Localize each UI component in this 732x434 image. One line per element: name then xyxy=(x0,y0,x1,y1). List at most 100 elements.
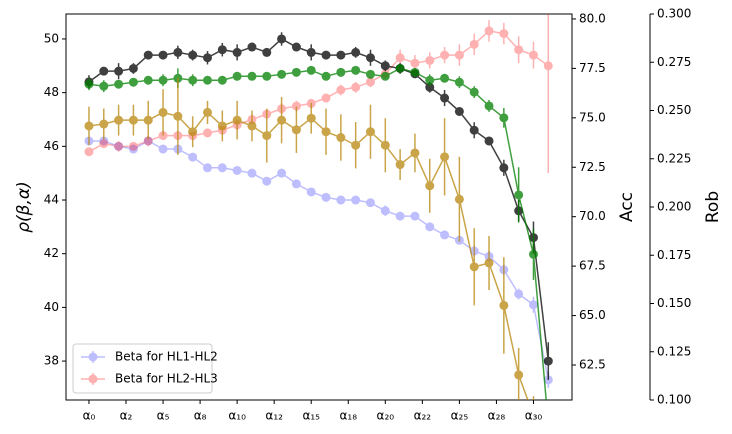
data-point xyxy=(469,87,479,97)
data-point xyxy=(143,136,153,146)
data-point xyxy=(306,113,316,123)
data-point xyxy=(99,136,109,146)
data-point xyxy=(114,141,124,151)
data-point xyxy=(365,77,375,87)
legend-marker xyxy=(81,351,105,363)
data-point xyxy=(351,195,361,205)
series xyxy=(84,77,535,400)
data-point xyxy=(425,75,435,85)
data-point xyxy=(469,125,479,135)
data-point xyxy=(484,26,494,36)
data-point xyxy=(188,50,198,60)
data-point xyxy=(395,160,405,170)
legend-box xyxy=(72,343,213,394)
data-point xyxy=(410,211,420,221)
x-tick-label: α₁₈ xyxy=(339,409,357,423)
data-point xyxy=(173,47,183,57)
data-point xyxy=(158,144,168,154)
y-tick-label: 42 xyxy=(44,246,59,260)
data-point xyxy=(514,289,524,299)
data-point xyxy=(232,47,242,57)
data-point xyxy=(262,71,272,81)
data-point xyxy=(440,230,450,240)
data-point xyxy=(351,65,361,75)
data-point xyxy=(203,75,213,85)
data-point xyxy=(99,66,109,76)
y3-tick-label: 0.225 xyxy=(657,151,691,165)
data-point xyxy=(514,45,524,55)
x-tick-label: α₁₅ xyxy=(302,409,320,423)
data-point xyxy=(128,77,138,87)
legend-marker xyxy=(81,373,105,385)
x-tick-label: α₃₀ xyxy=(525,409,543,423)
plot-area xyxy=(84,14,553,400)
data-point xyxy=(336,85,346,95)
data-point xyxy=(321,192,331,202)
y2-tick-label: 75.0 xyxy=(579,110,606,124)
data-point xyxy=(203,163,213,173)
y3-tick-label: 0.150 xyxy=(657,296,691,310)
data-point xyxy=(514,190,524,200)
data-point xyxy=(203,53,213,63)
data-point xyxy=(114,141,124,151)
data-point xyxy=(143,136,153,146)
data-point xyxy=(262,131,272,141)
data-point xyxy=(203,128,213,138)
y-tick-label: 40 xyxy=(44,300,59,314)
data-point xyxy=(469,262,479,272)
data-point xyxy=(336,50,346,60)
series-line xyxy=(88,38,550,362)
data-point xyxy=(395,63,405,73)
data-point xyxy=(336,67,346,77)
y3-tick-label: 0.175 xyxy=(657,248,691,262)
data-point xyxy=(232,71,242,81)
series xyxy=(84,32,553,380)
data-point xyxy=(499,29,509,39)
y2-axis-label: Acc xyxy=(617,192,637,222)
data-point xyxy=(247,121,257,131)
series-line xyxy=(88,140,550,381)
y-tick-label: 38 xyxy=(44,354,59,368)
data-point xyxy=(277,115,287,125)
data-point xyxy=(262,47,272,57)
y2-tick-label: 62.5 xyxy=(579,357,606,371)
series-line xyxy=(88,30,549,153)
data-point xyxy=(528,300,538,310)
data-point xyxy=(158,107,168,117)
y2-tick-label: 65.0 xyxy=(579,308,606,322)
y3-tick-label: 0.125 xyxy=(657,344,691,358)
x-tick-label: α₂ xyxy=(120,409,133,423)
data-point xyxy=(440,73,450,83)
data-point xyxy=(321,127,331,137)
data-point xyxy=(351,82,361,92)
y3-tick-label: 0.250 xyxy=(657,103,691,117)
data-point xyxy=(128,63,138,73)
data-point xyxy=(84,79,94,89)
data-point xyxy=(528,249,538,259)
data-point xyxy=(425,222,435,232)
data-point xyxy=(188,152,198,162)
data-point xyxy=(158,131,168,141)
data-point xyxy=(114,66,124,76)
data-point xyxy=(321,93,331,103)
data-point xyxy=(128,144,138,154)
x-tick-label: α₂₈ xyxy=(488,409,506,423)
legend-dot xyxy=(88,352,98,362)
data-point xyxy=(365,53,375,63)
data-point xyxy=(484,258,494,268)
data-point xyxy=(440,93,450,103)
data-point xyxy=(143,75,153,85)
legend-label: Beta for HL1-HL2 xyxy=(115,350,218,364)
data-point xyxy=(440,152,450,162)
data-point xyxy=(454,106,464,116)
data-point xyxy=(380,71,390,81)
data-point xyxy=(351,47,361,57)
data-point xyxy=(203,107,213,117)
data-point xyxy=(99,119,109,129)
data-point xyxy=(336,133,346,143)
data-point xyxy=(84,147,94,157)
data-point xyxy=(380,206,390,216)
data-point xyxy=(277,168,287,178)
data-point xyxy=(425,55,435,65)
data-point xyxy=(306,47,316,57)
